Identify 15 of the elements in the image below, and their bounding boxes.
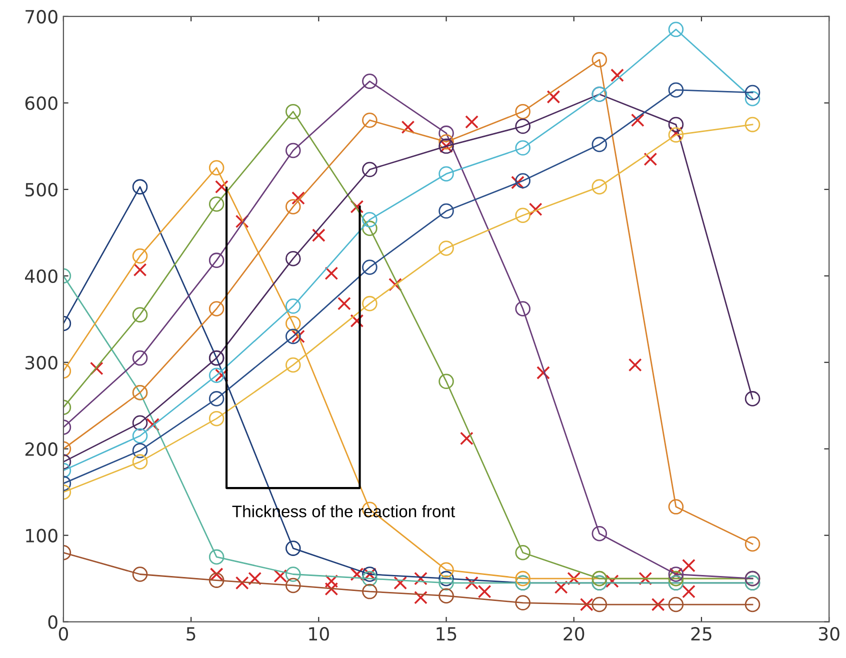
y-tick-label: 500 (26, 182, 58, 197)
x-tick-label: 20 (564, 626, 584, 641)
y-tick-label: 400 (25, 269, 58, 284)
x-tick-label: 25 (691, 626, 712, 641)
y-tick-label: 300 (26, 356, 58, 370)
y-tick-label: 100 (26, 528, 58, 542)
y-tick-label: 600 (25, 96, 58, 110)
y-tick-label: 200 (25, 442, 58, 456)
x-tick-label: 0 (58, 626, 68, 641)
x-tick-label: 30 (818, 626, 840, 641)
y-tick-label: 700 (26, 10, 58, 24)
y-tick-label: 0 (48, 615, 58, 629)
x-tick-label: 10 (309, 626, 329, 641)
x-tick-label: 15 (436, 627, 456, 641)
x-tick-label: 5 (186, 627, 196, 641)
